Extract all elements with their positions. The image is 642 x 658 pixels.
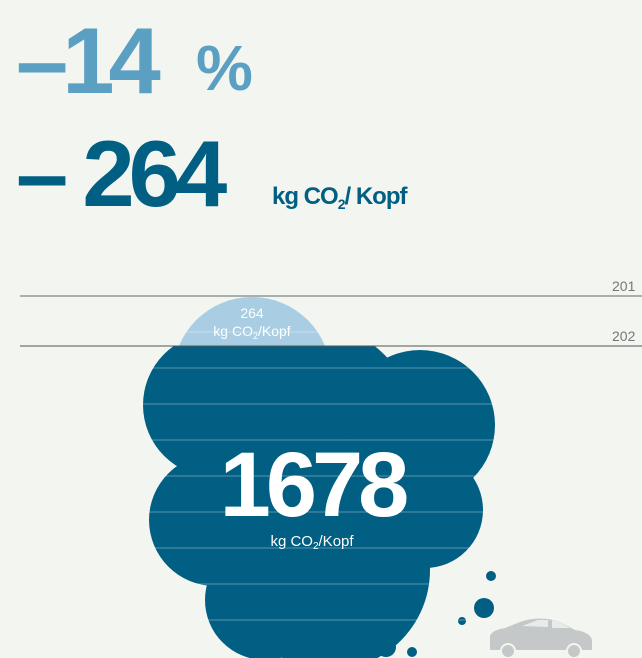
unit-suffix: / Kopf — [344, 183, 408, 210]
infographic: –14 % – 264 kg CO2/ Kopf 201 202 264 k — [0, 0, 642, 658]
page: –14 % – 264 kg CO2/ Kopf 201 202 264 k — [0, 0, 642, 658]
percent-value: –14 — [16, 8, 161, 113]
unit: kg CO — [272, 183, 338, 210]
total-value: 1678 — [220, 434, 407, 536]
total-unit: kg CO2/Kopf — [270, 533, 354, 552]
bubble — [407, 647, 417, 657]
reduction-value: 264 — [240, 305, 264, 321]
absolute-value: – 264 — [16, 121, 227, 226]
bubble — [474, 598, 494, 618]
cloud-puff — [205, 540, 325, 658]
unit-suffix: /Kopf — [258, 323, 291, 339]
reduction-unit: kg CO2/Kopf — [213, 323, 291, 341]
bubble — [376, 637, 396, 657]
bubble — [458, 617, 466, 625]
bubble — [486, 571, 496, 581]
car-wheel — [501, 644, 515, 658]
unit: kg CO — [270, 533, 313, 550]
unit-suffix: /Kopf — [319, 533, 355, 550]
year-label: 201 — [612, 278, 636, 294]
year-label: 202 — [612, 328, 636, 344]
percent-unit: % — [196, 32, 253, 104]
unit: kg CO — [213, 323, 253, 339]
car-wheel — [567, 644, 581, 658]
